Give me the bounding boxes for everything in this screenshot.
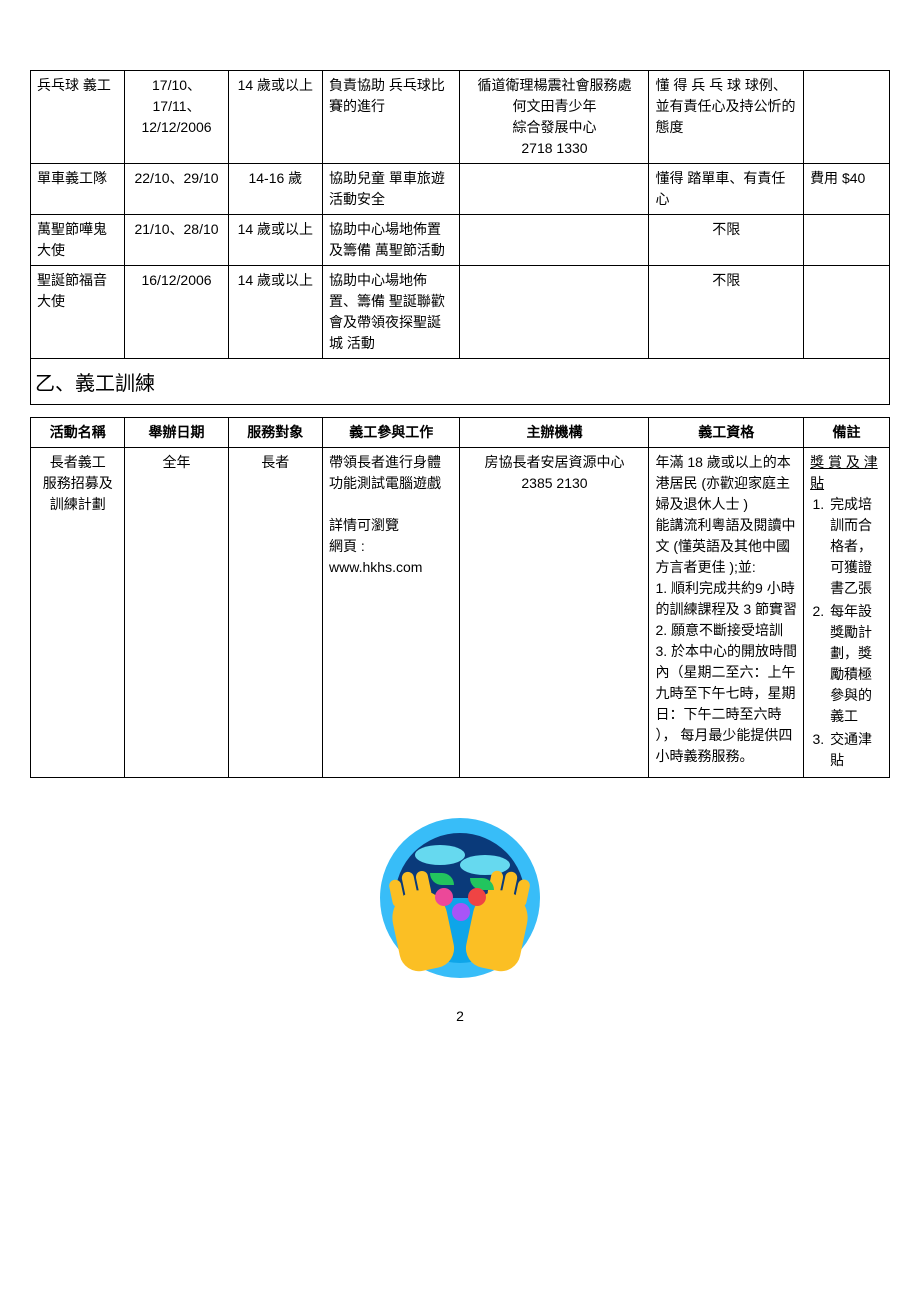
table-cell: 兵乓球 義工 (31, 71, 125, 164)
note-list-item: 交通津貼 (828, 729, 883, 771)
th-note: 備註 (804, 418, 890, 448)
table-cell (804, 71, 890, 164)
table-cell: 懂 得 兵 乓 球 球例、並有責任心及持公忻的態度 (649, 71, 804, 164)
table-cell: 14 歲或以上 (228, 215, 322, 266)
note-title: 獎 賞 及 津貼 (810, 454, 878, 491)
table-cell (804, 266, 890, 359)
section-title: 乙、義工訓練 (30, 359, 890, 405)
table-cell: 21/10、28/10 (125, 215, 228, 266)
table-cell: 負責協助 兵乓球比賽的進行 (323, 71, 460, 164)
cell-note: 獎 賞 及 津貼 完成培訓而合格者，可獲證書乙張每年設獎勵計劃，獎勵積極參與的義… (804, 448, 890, 778)
table-cell: 協助中心場地佈置及籌備 萬聖節活動 (323, 215, 460, 266)
table-cell: 不限 (649, 266, 804, 359)
table-cell (460, 215, 649, 266)
table-row: 萬聖節嘩鬼大使21/10、28/1014 歲或以上協助中心場地佈置及籌備 萬聖節… (31, 215, 890, 266)
table-row: 兵乓球 義工17/10、17/11、12/12/200614 歲或以上負責協助 … (31, 71, 890, 164)
table-header-row: 活動名稱 舉辦日期 服務對象 義工參與工作 主辦機構 義工資格 備註 (31, 418, 890, 448)
note-list: 完成培訓而合格者，可獲證書乙張每年設獎勵計劃，獎勵積極參與的義工交通津貼 (810, 494, 883, 771)
table-cell: 聖誕節福音大使 (31, 266, 125, 359)
table-cell: 不限 (649, 215, 804, 266)
cell-qual: 年滿 18 歲或以上的本港居民 (亦歡迎家庭主婦及退休人士 ) 能講流利粵語及閱… (649, 448, 804, 778)
table-cell: 14 歲或以上 (228, 266, 322, 359)
table-row: 單車義工隊22/10、29/1014-16 歲協助兒童 單車旅遊 活動安全 懂得 … (31, 164, 890, 215)
page-number: 2 (30, 1008, 890, 1024)
th-date: 舉辦日期 (125, 418, 228, 448)
cell-target: 長者 (228, 448, 322, 778)
cell-work: 帶領長者進行身體功能測試電腦遊戲 詳情可瀏覽 網頁 : www.hkhs.com (323, 448, 460, 778)
table-cell: 單車義工隊 (31, 164, 125, 215)
table-cell: 萬聖節嘩鬼大使 (31, 215, 125, 266)
table-cell: 循道衛理楊震社會服務處 何文田青少年 綜合發展中心 2718 1330 (460, 71, 649, 164)
table-cell: 22/10、29/10 (125, 164, 228, 215)
volunteer-table-1: 兵乓球 義工17/10、17/11、12/12/200614 歲或以上負責協助 … (30, 70, 890, 359)
table-cell: 17/10、17/11、12/12/2006 (125, 71, 228, 164)
cell-org: 房協長者安居資源中心 2385 2130 (460, 448, 649, 778)
th-work: 義工參與工作 (323, 418, 460, 448)
cell-date: 全年 (125, 448, 228, 778)
note-list-item: 每年設獎勵計劃，獎勵積極參與的義工 (828, 601, 883, 727)
table-cell: 14 歲或以上 (228, 71, 322, 164)
th-target: 服務對象 (228, 418, 322, 448)
table-cell (460, 164, 649, 215)
cell-name: 長者義工 服務招募及 訓練計劃 (31, 448, 125, 778)
table-row: 長者義工 服務招募及 訓練計劃 全年 長者 帶領長者進行身體功能測試電腦遊戲 詳… (31, 448, 890, 778)
table-cell (804, 215, 890, 266)
table-cell: 懂得 踏單車、有責任心 (649, 164, 804, 215)
th-qual: 義工資格 (649, 418, 804, 448)
table-cell: 16/12/2006 (125, 266, 228, 359)
table-cell: 協助兒童 單車旅遊 活動安全 (323, 164, 460, 215)
note-list-item: 完成培訓而合格者，可獲證書乙張 (828, 494, 883, 599)
table-cell: 14-16 歲 (228, 164, 322, 215)
table-row: 聖誕節福音大使16/12/200614 歲或以上協助中心場地佈置、籌備 聖誕聯歡… (31, 266, 890, 359)
table-cell: 費用 $40 (804, 164, 890, 215)
volunteer-table-2: 活動名稱 舉辦日期 服務對象 義工參與工作 主辦機構 義工資格 備註 長者義工 … (30, 417, 890, 778)
decorative-hands-image (30, 818, 890, 978)
table-cell: 協助中心場地佈置、籌備 聖誕聯歡會及帶領夜探聖誕城 活動 (323, 266, 460, 359)
th-org: 主辦機構 (460, 418, 649, 448)
table-cell (460, 266, 649, 359)
th-name: 活動名稱 (31, 418, 125, 448)
